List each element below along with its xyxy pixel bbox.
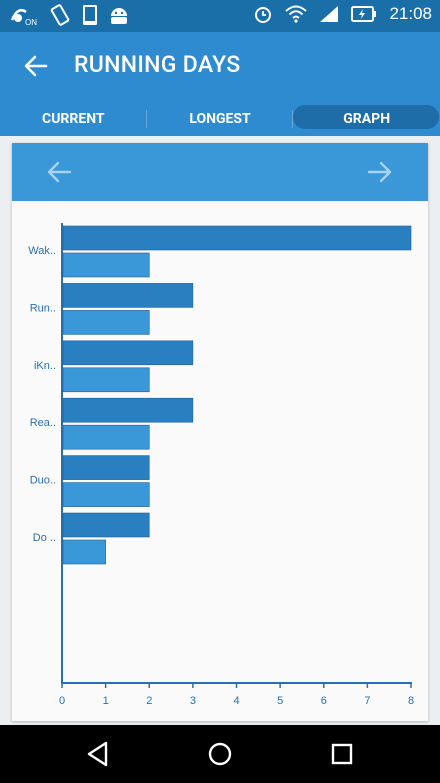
bar-current (62, 424, 150, 450)
alarm-icon (255, 7, 272, 23)
tab-graph[interactable]: GRAPH (293, 102, 440, 136)
bar-longest (62, 283, 194, 308)
back-triangle-icon[interactable] (84, 740, 112, 768)
category-label: iKn.. (34, 360, 56, 372)
x-tick-label: 0 (59, 695, 65, 707)
bar-current (62, 539, 106, 565)
svg-text:ON: ON (25, 18, 37, 26)
back-arrow-icon[interactable] (22, 52, 50, 80)
x-tick-label: 2 (146, 695, 152, 707)
x-tick-label: 6 (321, 695, 327, 707)
screen-rotation-icon (50, 4, 70, 26)
toolbar: RUNNING DAYS (0, 32, 440, 102)
home-circle-icon[interactable] (206, 740, 234, 768)
status-time: 21:08 (389, 4, 432, 23)
bar-longest (62, 225, 412, 251)
tab-label: LONGEST (189, 111, 251, 127)
x-tick-label: 4 (233, 695, 239, 707)
tab-bar: CURRENT LONGEST GRAPH (0, 102, 440, 136)
bar-current (62, 252, 150, 278)
notification-on-icon: ON (10, 9, 37, 26)
x-tick-label: 7 (364, 695, 370, 707)
category-label: Do .. (33, 532, 56, 544)
bar-longest (62, 397, 194, 423)
bar-current (62, 482, 150, 507)
status-left-icons: ON (8, 4, 130, 26)
bar-current (62, 367, 150, 393)
bar-longest (62, 512, 150, 538)
recents-square-icon[interactable] (328, 740, 356, 768)
x-tick-label: 1 (103, 695, 109, 707)
active-tab-indicator (293, 105, 440, 129)
page-title: RUNNING DAYS (74, 51, 241, 78)
next-arrow-icon[interactable] (366, 158, 394, 186)
bar-longest (62, 340, 194, 366)
graph-card: 0 1 2 3 4 5 6 7 8 Wak.. Run.. iKn.. Rea.. Duo.. Do .. (12, 143, 428, 721)
status-bar: ON (0, 0, 440, 32)
x-tick-label: 8 (408, 695, 414, 707)
tab-label: CURRENT (42, 111, 105, 127)
category-label: Run.. (30, 302, 56, 314)
phone-icon (83, 5, 97, 25)
status-right: 21:08 (253, 4, 432, 24)
category-label: Duo.. (30, 475, 56, 487)
category-label: Wak.. (28, 245, 56, 257)
bar-current (62, 310, 150, 335)
bar-chart: 0 1 2 3 4 5 6 7 8 Wak.. Run.. iKn.. Rea.. Duo.. Do .. (28, 223, 414, 707)
category-label: Rea.. (30, 417, 56, 429)
tab-label: GRAPH (343, 111, 391, 127)
system-nav-bar (0, 725, 440, 783)
wifi-icon (285, 5, 308, 23)
x-tick-label: 3 (190, 695, 196, 707)
previous-arrow-icon[interactable] (45, 158, 73, 186)
signal-icon (320, 6, 339, 22)
x-tick-label: 5 (277, 695, 283, 707)
bar-longest (62, 455, 150, 480)
android-icon (111, 8, 127, 24)
tab-longest[interactable]: LONGEST (147, 102, 294, 136)
battery-charging-icon (351, 6, 377, 22)
graph-card-header (12, 143, 428, 201)
tab-current[interactable]: CURRENT (0, 102, 147, 136)
chart-area: 0 1 2 3 4 5 6 7 8 Wak.. Run.. iKn.. Rea.. Duo.. Do .. (12, 201, 428, 721)
